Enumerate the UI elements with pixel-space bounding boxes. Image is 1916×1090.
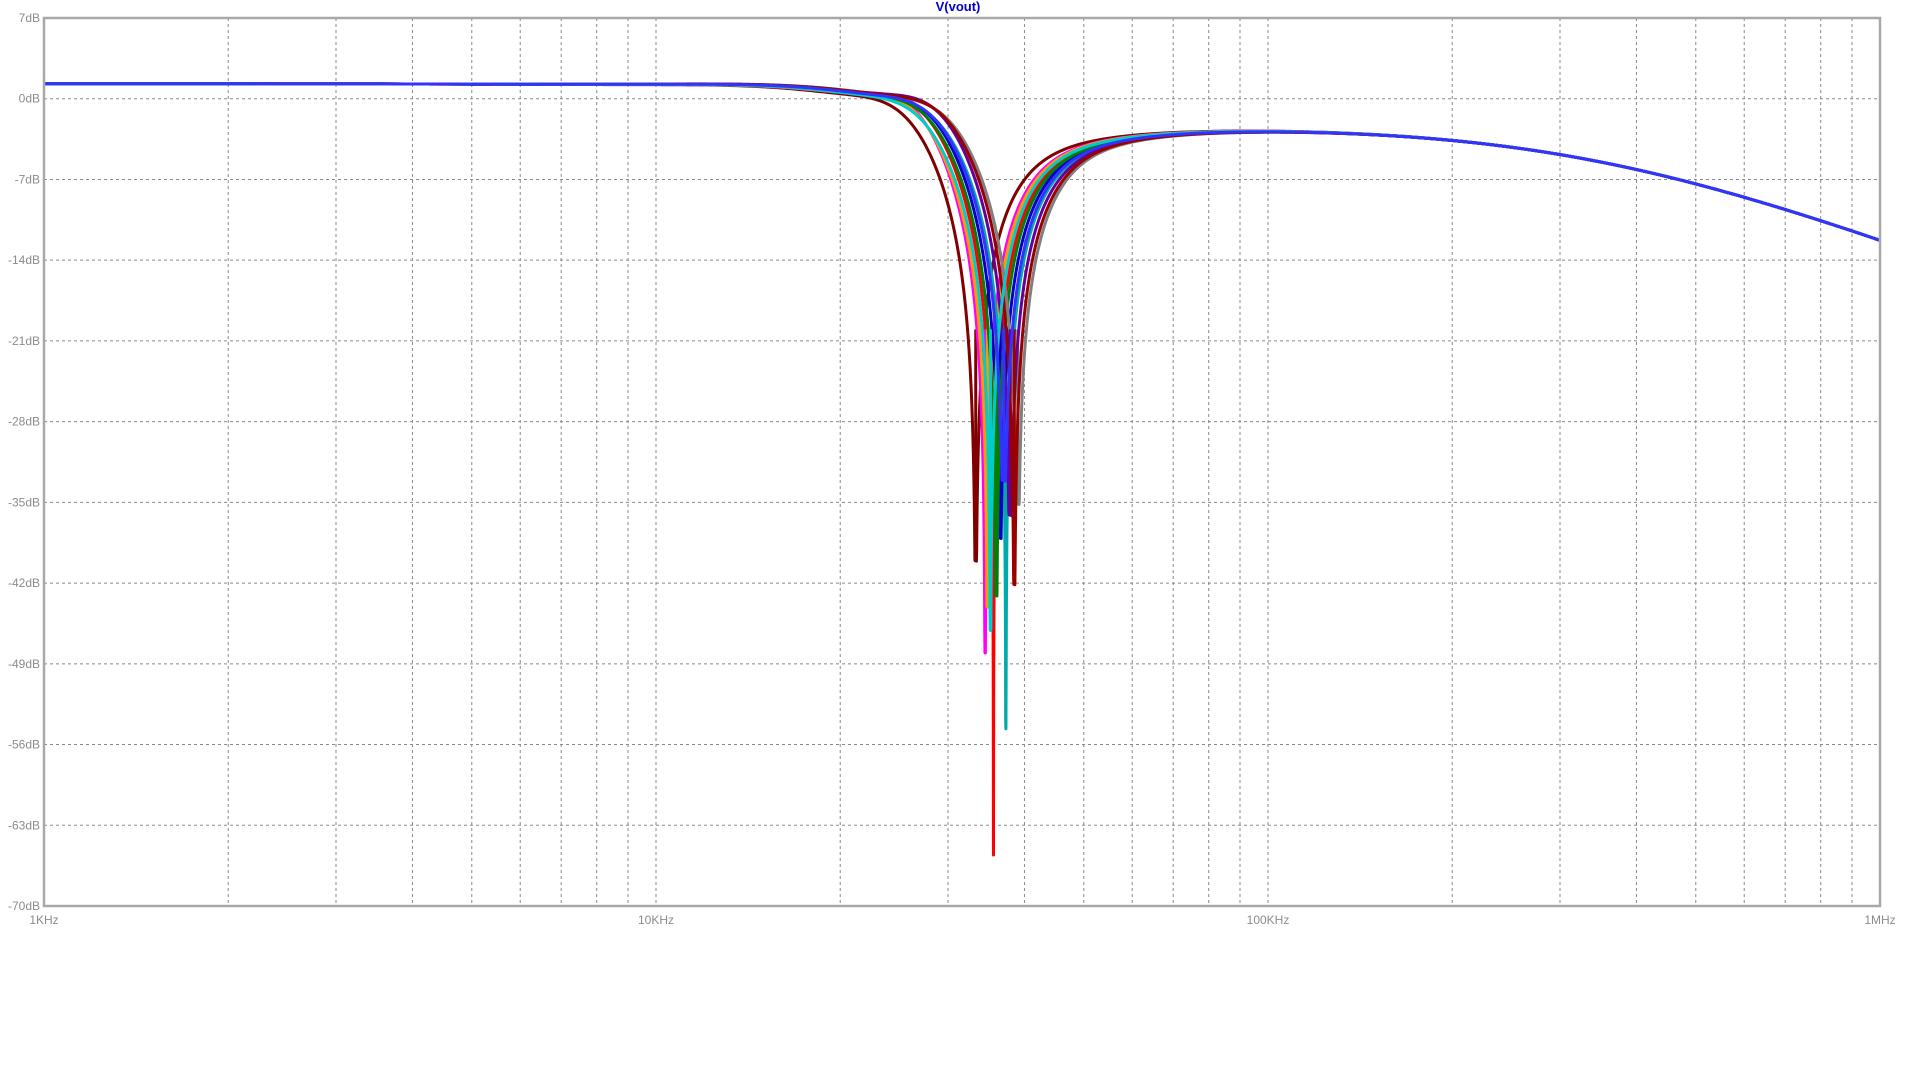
x-tick-label: 1MHz — [1864, 913, 1895, 927]
y-tick-label: -63dB — [8, 818, 40, 832]
trace-line — [43, 82, 1881, 563]
grid — [44, 18, 1880, 906]
trace-line — [43, 82, 1881, 483]
y-tick-label: -56dB — [8, 738, 40, 752]
y-tick-label: -70dB — [8, 899, 40, 913]
chart-title: V(vout) — [936, 0, 981, 14]
x-tick-label: 1KHz — [29, 913, 58, 927]
y-tick-label: 7dB — [19, 11, 40, 25]
trace-line — [43, 82, 1881, 540]
y-tick-label: -28dB — [8, 415, 40, 429]
y-tick-label: -35dB — [8, 495, 40, 509]
y-tick-label: -21dB — [8, 334, 40, 348]
x-axis-labels: 1KHz 10KHz 100KHz 1MHz — [29, 913, 1895, 927]
y-tick-label: -14dB — [8, 253, 40, 267]
x-tick-label: 100KHz — [1247, 913, 1290, 927]
x-tick-label: 10KHz — [638, 913, 674, 927]
y-axis-labels: 7dB 0dB -7dB -14dB -21dB -28dB -35dB -42dB -49dB… — [8, 11, 40, 913]
trace-line — [43, 82, 1881, 518]
traces — [43, 82, 1881, 857]
y-tick-label: -42dB — [8, 576, 40, 590]
y-tick-label: -7dB — [15, 172, 40, 186]
y-tick-label: -49dB — [8, 657, 40, 671]
plot-frame — [42, 16, 1882, 908]
y-tick-label: 0dB — [19, 92, 40, 106]
